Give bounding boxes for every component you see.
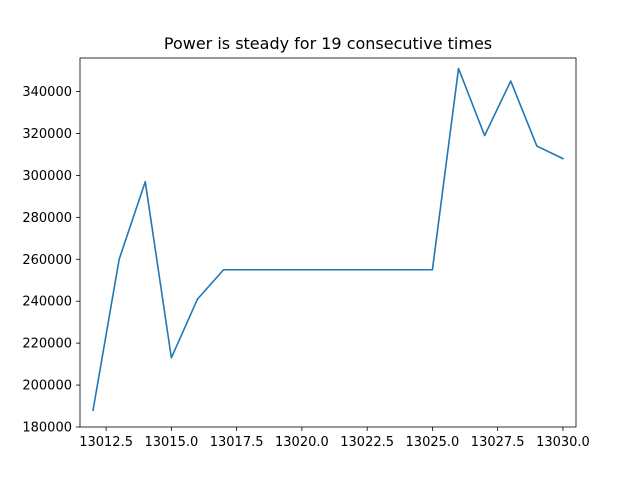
x-tick-label: 13020.0 (275, 435, 329, 450)
y-tick-label: 300000 (22, 169, 72, 184)
y-tick-label: 280000 (22, 211, 72, 226)
y-tick-label: 260000 (22, 253, 72, 268)
y-tick-label: 240000 (22, 295, 72, 310)
x-tick-label: 13030.0 (536, 435, 590, 450)
plot-area (92, 67, 565, 412)
y-tick-label: 220000 (22, 337, 72, 352)
x-tick-label: 13015.0 (144, 435, 198, 450)
x-tick-label: 13012.5 (79, 435, 133, 450)
x-tick-label: 13027.5 (471, 435, 525, 450)
axes: 13012.5 13015.0 13017.5 13020.0 13022.5 13025… (22, 57, 590, 450)
y-tick-label: 340000 (22, 85, 72, 100)
x-tick-label: 13022.5 (340, 435, 394, 450)
y-tick-label: 320000 (22, 127, 72, 142)
y-tick-label: 180000 (22, 421, 72, 436)
series-line-0 (92, 67, 565, 412)
x-tick-label: 13025.0 (406, 435, 460, 450)
x-tick-label: 13017.5 (210, 435, 264, 450)
y-tick-label: 200000 (22, 379, 72, 394)
axes-frame (79, 57, 577, 428)
chart-title: Power is steady for 19 consecutive times (164, 34, 492, 53)
